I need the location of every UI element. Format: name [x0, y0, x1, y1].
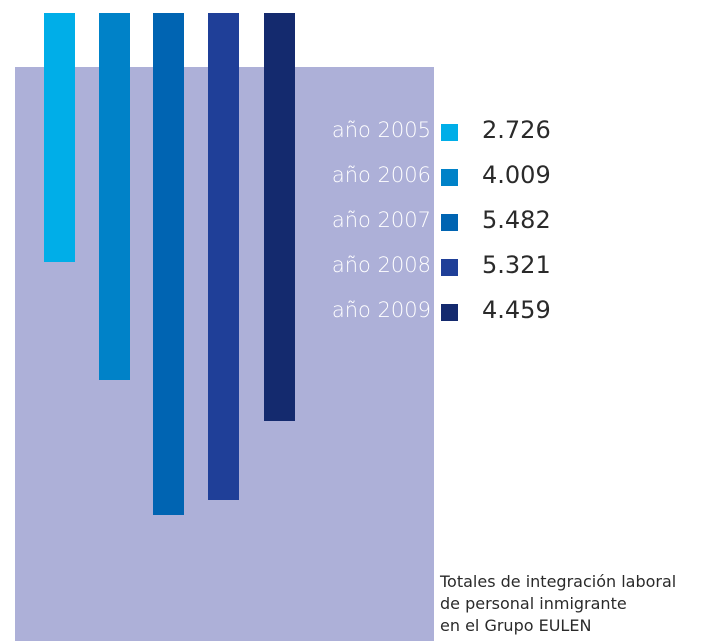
legend-value-label: 4.009 — [482, 161, 551, 189]
bar-año-2007 — [153, 13, 184, 515]
legend-swatch — [441, 259, 458, 276]
legend-row-2006: año 2006 4.009 — [300, 160, 600, 205]
legend-value-label: 5.482 — [482, 206, 551, 234]
legend-value-label: 5.321 — [482, 251, 551, 279]
caption-line: Totales de integración laboral — [440, 572, 677, 591]
legend-row-2008: año 2008 5.321 — [300, 250, 600, 295]
legend-row-2007: año 2007 5.482 — [300, 205, 600, 250]
legend-swatch — [441, 214, 458, 231]
bar-año-2006 — [99, 13, 130, 380]
bar-año-2008 — [208, 13, 239, 500]
caption-line: de personal inmigrante — [440, 594, 627, 613]
legend-year-label: año 2005 — [331, 118, 431, 142]
legend-year-label: año 2008 — [331, 253, 431, 277]
bar-año-2009 — [264, 13, 295, 421]
legend-swatch — [441, 169, 458, 186]
legend-year-label: año 2007 — [331, 208, 431, 232]
caption-line: en el Grupo EULEN — [440, 616, 592, 635]
legend-row-2005: año 2005 2.726 — [300, 115, 600, 160]
legend-swatch — [441, 304, 458, 321]
legend-value-label: 2.726 — [482, 116, 551, 144]
legend-value-label: 4.459 — [482, 296, 551, 324]
legend-year-label: año 2009 — [331, 298, 431, 322]
legend: año 2005 2.726 año 2006 4.009 año 2007 5… — [300, 115, 600, 340]
bar-año-2005 — [44, 13, 75, 262]
legend-row-2009: año 2009 4.459 — [300, 295, 600, 340]
chart-caption: Totales de integración laboral de person… — [440, 571, 704, 637]
legend-swatch — [441, 124, 458, 141]
legend-year-label: año 2006 — [331, 163, 431, 187]
